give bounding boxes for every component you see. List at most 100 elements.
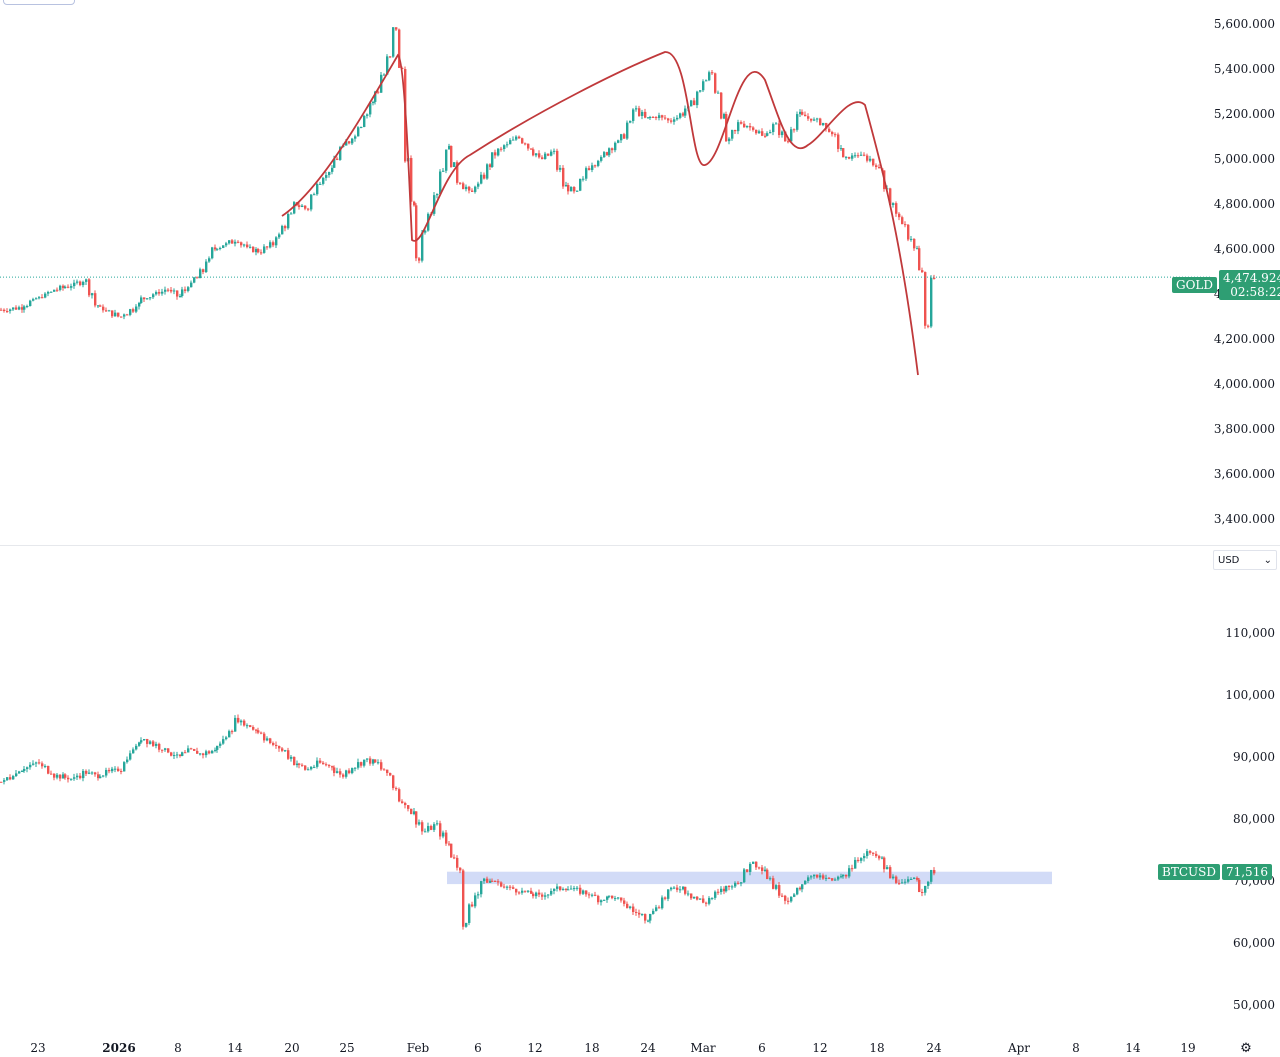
candle-body	[260, 732, 263, 734]
gold-annotation-line[interactable]	[281, 51, 919, 376]
candle-body	[41, 763, 44, 767]
candle-body	[50, 291, 53, 293]
gold-price-tag: GOLD 4,474.924 02:58:22	[1172, 270, 1280, 300]
candle-body	[509, 140, 512, 145]
candle-body	[647, 920, 650, 922]
candle-body	[693, 896, 696, 899]
candle-body	[216, 248, 219, 250]
candle-body	[275, 744, 278, 747]
candle-body	[442, 832, 445, 837]
btc-support-zone[interactable]	[447, 871, 1052, 885]
candle-body	[816, 874, 819, 878]
candle-body	[664, 897, 667, 899]
candle-body	[374, 91, 377, 102]
candle-body	[617, 897, 620, 899]
candle-body	[682, 886, 685, 890]
candle-body	[796, 887, 799, 895]
x-tick-label: 12	[812, 1041, 828, 1055]
pane-divider[interactable]	[0, 545, 1280, 546]
candle-body	[328, 765, 331, 767]
btc-chart-pane[interactable]	[0, 547, 1280, 1027]
candle-body	[573, 187, 576, 192]
candle-body	[193, 749, 196, 751]
price-axis[interactable]: 5,600.000 5,400.000 5,200.000 5,000.000 4,80…	[1210, 0, 1280, 1057]
candle-body	[67, 286, 70, 288]
candle-body	[509, 886, 512, 888]
candle-body	[693, 100, 696, 106]
candle-body	[819, 875, 822, 878]
candle-body	[281, 748, 284, 751]
candle-body	[810, 876, 813, 878]
candle-body	[450, 145, 453, 167]
candle-body	[196, 750, 199, 754]
candle-body	[38, 297, 41, 299]
candle-body	[480, 174, 483, 184]
candle-body	[272, 242, 275, 246]
candle-body	[547, 894, 550, 896]
candle-body	[910, 238, 913, 240]
candle-body	[214, 749, 217, 751]
candle-body	[869, 158, 872, 161]
candle-body	[126, 759, 129, 763]
candle-body	[933, 277, 936, 279]
x-tick-label: Feb	[406, 1041, 430, 1055]
candle-body	[453, 162, 456, 167]
candle-body	[108, 769, 111, 772]
candle-body	[845, 156, 848, 158]
candle-body	[603, 152, 606, 158]
candle-body	[418, 258, 421, 261]
candle-body	[544, 153, 547, 159]
candle-body	[644, 111, 647, 118]
currency-select[interactable]: USD ⌄	[1213, 550, 1277, 570]
gold-y-tick-label: 3,600.000	[1213, 467, 1275, 481]
candle-body	[699, 898, 702, 900]
candle-body	[21, 771, 24, 773]
candle-body	[594, 894, 597, 896]
candle-body	[462, 870, 465, 927]
candle-body	[465, 186, 468, 190]
candle-body	[515, 888, 518, 893]
candle-body	[720, 92, 723, 119]
candle-body	[26, 306, 29, 308]
candle-body	[415, 811, 418, 825]
candle-body	[664, 117, 667, 119]
candle-body	[532, 149, 535, 156]
candle-body	[316, 760, 319, 767]
candle-body	[377, 91, 380, 93]
candle-body	[433, 195, 436, 214]
candle-body	[76, 281, 79, 283]
candle-body	[135, 306, 138, 312]
top-tab[interactable]	[3, 0, 75, 5]
candle-body	[720, 888, 723, 893]
candle-body	[21, 307, 24, 310]
candle-body	[790, 129, 793, 142]
candle-body	[3, 780, 6, 782]
candle-body	[167, 289, 170, 291]
candle-body	[190, 748, 193, 750]
candle-body	[918, 879, 921, 893]
candle-body	[714, 73, 717, 93]
candle-body	[512, 887, 515, 889]
candle-body	[573, 888, 576, 890]
candle-body	[755, 861, 758, 868]
candle-body	[787, 141, 790, 143]
btc-y-tick-label: 50,000	[1233, 998, 1275, 1012]
settings-icon[interactable]: ⚙	[1240, 1041, 1252, 1056]
candle-body	[196, 277, 199, 279]
candle-body	[761, 867, 764, 871]
candle-body	[129, 309, 132, 315]
candle-body	[881, 857, 884, 859]
candle-body	[611, 895, 614, 899]
candle-body	[717, 891, 720, 893]
candle-body	[301, 205, 304, 207]
candle-body	[372, 101, 375, 103]
candle-body	[699, 90, 702, 92]
candle-body	[202, 753, 205, 756]
gold-chart-pane[interactable]	[0, 0, 1280, 546]
candle-body	[869, 851, 872, 853]
candle-body	[506, 886, 509, 888]
btc-y-tick-label: 60,000	[1233, 936, 1275, 950]
candle-body	[170, 752, 173, 756]
candle-body	[76, 775, 79, 778]
candle-body	[448, 843, 451, 845]
